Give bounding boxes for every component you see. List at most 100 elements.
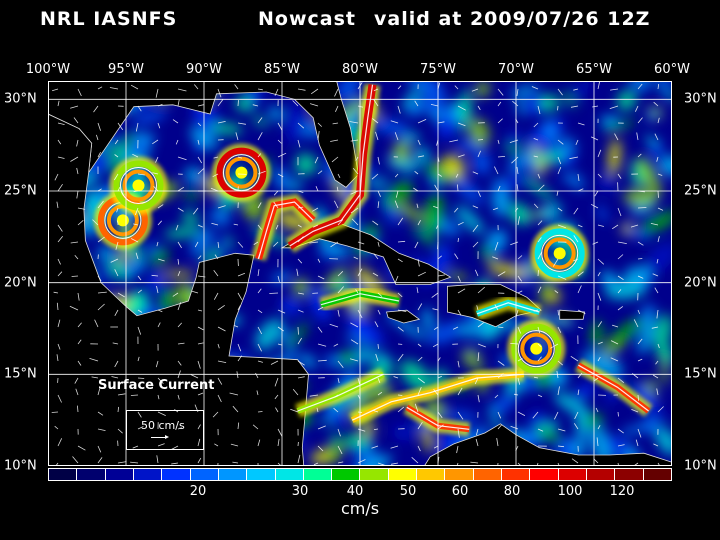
eddy (212, 143, 271, 202)
velocity-arrow (277, 122, 283, 131)
velocity-arrow (77, 360, 82, 366)
velocity-arrow (577, 326, 584, 329)
velocity-arrow (597, 356, 601, 362)
velocity-arrow (417, 119, 427, 124)
velocity-arrow (177, 394, 180, 400)
velocity-arrow (217, 205, 226, 209)
velocity-arrow (317, 258, 321, 263)
land-jamaica (385, 309, 421, 324)
velocity-arrow (457, 122, 466, 127)
velocity-arrow (217, 394, 222, 403)
velocity-arrow (637, 309, 641, 315)
speed-patch (252, 116, 269, 127)
velocity-arrow (390, 445, 399, 449)
velocity-arrow (157, 411, 166, 416)
velocity-arrow (631, 409, 639, 413)
speed-patch (209, 122, 243, 135)
velocity-arrow (497, 156, 506, 158)
colorbar-swatch (303, 469, 333, 480)
velocity-arrow (217, 241, 220, 248)
speed-patch (280, 298, 302, 315)
graticule (48, 81, 672, 466)
velocity-arrow (497, 185, 501, 192)
velocity-arrow (91, 376, 99, 379)
current-speed-map (48, 81, 672, 466)
velocity-arrow (357, 241, 365, 245)
velocity-arrow (256, 390, 259, 396)
velocity-arrow (133, 223, 139, 226)
velocity-arrow (97, 236, 105, 243)
speed-patch (539, 281, 555, 301)
velocity-arrow (97, 152, 101, 158)
velocity-arrow (274, 394, 279, 400)
velocity-arrow (317, 359, 327, 362)
colorbar-swatch (105, 469, 134, 480)
velocity-arrow (269, 292, 279, 294)
speed-patch (658, 155, 672, 176)
velocity-arrow (610, 357, 619, 362)
velocity-arrow (394, 275, 399, 283)
velocity-arrow (77, 405, 79, 413)
velocity-arrow (337, 219, 344, 226)
velocity-arrow (97, 122, 101, 131)
velocity-arrow (190, 374, 199, 379)
velocity-arrow (575, 139, 579, 146)
velocity-arrow (213, 292, 219, 300)
velocity-arrow (57, 271, 63, 277)
velocity-arrow (637, 358, 643, 362)
velocity-arrow (317, 343, 327, 347)
velocity-arrow (255, 372, 259, 379)
speed-patch (526, 136, 538, 178)
velocity-arrow (472, 241, 479, 248)
velocity-arrow (657, 190, 659, 198)
velocity-arrow (510, 343, 519, 345)
velocity-arrow (571, 458, 579, 464)
velocity-arrow (76, 190, 79, 199)
velocity-arrow (157, 122, 161, 129)
velocity-arrow (593, 458, 599, 464)
velocity-arrow (617, 241, 627, 244)
velocity-arrow (273, 201, 279, 209)
speed-patch (550, 366, 568, 387)
lat-label: 25°N (684, 183, 717, 199)
velocity-arrow (330, 241, 339, 248)
velocity-arrow (257, 309, 263, 314)
speed-patch (210, 207, 231, 226)
speed-patch (150, 247, 169, 267)
speed-patch (475, 81, 490, 98)
velocity-arrow (177, 186, 185, 192)
velocity-arrow (457, 360, 460, 368)
velocity-arrow (329, 323, 339, 328)
velocity-arrow (77, 220, 84, 226)
velocity-arrow (297, 360, 305, 366)
velocity-arrow (257, 343, 262, 352)
speed-patch (623, 265, 652, 286)
speed-patch (487, 262, 528, 278)
velocity-arrow (97, 428, 106, 431)
velocity-arrow (617, 207, 622, 217)
velocity-arrow (552, 258, 559, 267)
speed-patch (411, 224, 438, 247)
velocity-arrow (56, 302, 59, 311)
velocity-arrow (417, 271, 426, 277)
velocity-arrow (497, 411, 502, 419)
velocity-arrow (317, 170, 323, 175)
velocity-arrow (97, 411, 104, 416)
velocity-arrow (70, 105, 79, 109)
velocity-arrow (630, 224, 639, 228)
velocity-arrow (177, 241, 182, 249)
speed-patch (574, 383, 595, 400)
velocity-arrow (157, 220, 163, 226)
velocity-arrow (512, 100, 519, 107)
caribbean-jet (574, 359, 653, 417)
speed-patch (469, 118, 490, 147)
speed-patch (640, 210, 672, 235)
velocity-arrow (374, 321, 379, 328)
velocity-arrow (53, 291, 59, 294)
colorbar-swatch (388, 469, 418, 480)
velocity-arrow (597, 321, 603, 328)
lon-label: 60°W (654, 62, 690, 77)
velocity-arrow (437, 274, 445, 277)
velocity-arrow (175, 224, 179, 231)
velocity-arrow (309, 241, 319, 244)
